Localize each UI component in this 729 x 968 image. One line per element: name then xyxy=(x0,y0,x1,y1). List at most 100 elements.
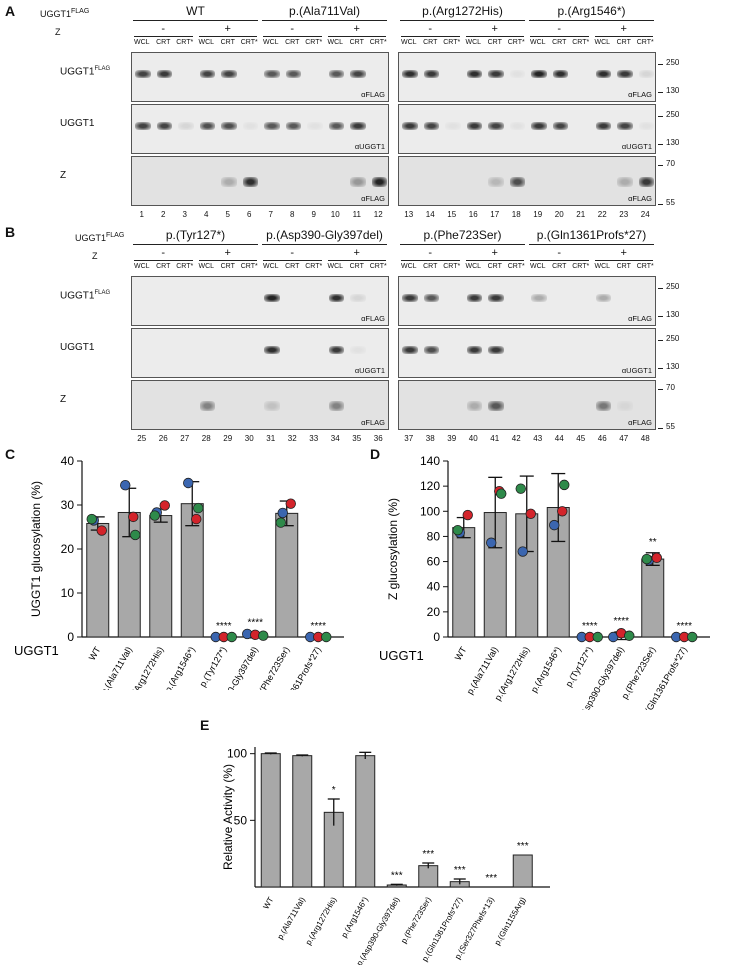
z-underline xyxy=(594,260,653,261)
row-label-ugg-flag: UGGT1FLAG xyxy=(60,66,110,77)
antibody-label: αFLAG xyxy=(628,194,652,203)
row-label-text: Z xyxy=(60,394,67,405)
chart-e: 50 100 Relative Activity (%) WT p.(Ala711Val… xyxy=(221,747,550,965)
lane-label: CRT xyxy=(220,263,235,270)
lane-number: 48 xyxy=(640,434,650,443)
lane-number: 21 xyxy=(576,210,586,219)
protein-band xyxy=(466,293,482,302)
category-label: p.(Phe723Ser) xyxy=(399,895,433,945)
antibody-label: αUGGT1 xyxy=(354,142,385,151)
data-point-blue xyxy=(277,507,288,519)
y-tick-label: 140 xyxy=(420,454,440,468)
group-label-3: p.(Gln1361Profs*27) xyxy=(536,228,647,242)
z-underline xyxy=(594,36,653,37)
lane-number: 16 xyxy=(468,210,478,219)
z-underline xyxy=(530,36,589,37)
z-underline xyxy=(263,260,322,261)
protein-band xyxy=(264,69,280,78)
blot-row-1-half-0: αUGGT1 xyxy=(131,328,389,378)
protein-band xyxy=(509,69,525,78)
protein-band xyxy=(423,293,439,302)
protein-band xyxy=(402,293,418,302)
antibody-label: αFLAG xyxy=(628,314,652,323)
bar xyxy=(512,854,533,888)
lane-label: CRT xyxy=(616,39,631,46)
lane-number: 29 xyxy=(223,434,233,443)
blot-row-0-half-0: αFLAG xyxy=(131,52,389,102)
flag-sup-b: FLAG xyxy=(106,232,125,239)
lane-label: WCL xyxy=(529,263,546,270)
lane-number: 40 xyxy=(468,434,478,443)
blot-row-0-half-0: αFLAG xyxy=(131,276,389,326)
protein-band xyxy=(350,176,366,187)
protein-band xyxy=(328,400,344,411)
mw-tick xyxy=(658,389,663,390)
lane-number: 44 xyxy=(554,434,564,443)
bar xyxy=(452,527,476,638)
significance-label: **** xyxy=(310,621,326,632)
antibody-label: αFLAG xyxy=(628,90,652,99)
lane-number: 23 xyxy=(619,210,629,219)
lane-number: 7 xyxy=(268,210,273,219)
protein-band xyxy=(285,69,301,78)
lane-label: CRT* xyxy=(636,263,654,270)
protein-band xyxy=(595,400,611,411)
protein-band xyxy=(466,345,482,354)
lane-label: WCL xyxy=(594,39,611,46)
category-label: WT xyxy=(261,895,275,910)
mw-label: 70 xyxy=(666,383,675,392)
lane-number: 31 xyxy=(266,434,276,443)
lane-number: 17 xyxy=(490,210,500,219)
row-label-text: UGGT1 xyxy=(60,342,95,353)
lane-label: CRT xyxy=(616,263,631,270)
lane-number: 34 xyxy=(330,434,340,443)
lane-number: 6 xyxy=(247,210,252,219)
data-point-green xyxy=(452,524,463,536)
data-point-red xyxy=(525,508,536,520)
blot-row-1-half-1: αUGGT1 xyxy=(398,104,656,154)
z-sign: + xyxy=(620,247,627,259)
significance-label: * xyxy=(332,785,336,796)
blot-row-2-half-1: αFLAG xyxy=(398,380,656,430)
protein-band xyxy=(264,293,280,302)
mw-tick xyxy=(658,165,663,166)
z-sign: + xyxy=(491,247,498,259)
data-point-green xyxy=(226,631,237,643)
z-sign: - xyxy=(290,23,295,35)
lane-label: CRT xyxy=(349,39,364,46)
category-label: WT xyxy=(453,645,469,663)
lane-number: 37 xyxy=(404,434,414,443)
z-sign: - xyxy=(557,247,562,259)
significance-label: *** xyxy=(391,870,403,881)
mw-label: 130 xyxy=(666,86,680,95)
lane-number: 35 xyxy=(352,434,362,443)
lane-number: 12 xyxy=(373,210,383,219)
protein-band xyxy=(402,121,418,130)
z-underline xyxy=(134,260,193,261)
lane-label: CRT* xyxy=(240,263,258,270)
data-point-green xyxy=(86,513,97,525)
lane-label: WCL xyxy=(400,263,417,270)
protein-band xyxy=(488,69,504,78)
protein-band xyxy=(595,69,611,78)
protein-band xyxy=(552,69,568,78)
mw-tick xyxy=(658,204,663,205)
data-point-red xyxy=(128,511,139,523)
bar xyxy=(86,522,110,638)
protein-band xyxy=(156,69,172,78)
antibody-label: αFLAG xyxy=(361,194,385,203)
significance-label: **** xyxy=(613,616,629,627)
bar xyxy=(641,558,665,638)
protein-band xyxy=(328,293,344,302)
protein-band xyxy=(178,121,194,130)
z-header: Z xyxy=(55,27,61,37)
category-label: p.(Arg1546*) xyxy=(340,895,371,939)
lane-number: 20 xyxy=(554,210,564,219)
significance-label: **** xyxy=(216,621,232,632)
lane-label: CRT* xyxy=(240,39,258,46)
lane-label: WCL xyxy=(465,263,482,270)
protein-band xyxy=(595,293,611,302)
panel-e-letter: E xyxy=(200,717,210,733)
row-label-text: Z xyxy=(60,170,67,181)
